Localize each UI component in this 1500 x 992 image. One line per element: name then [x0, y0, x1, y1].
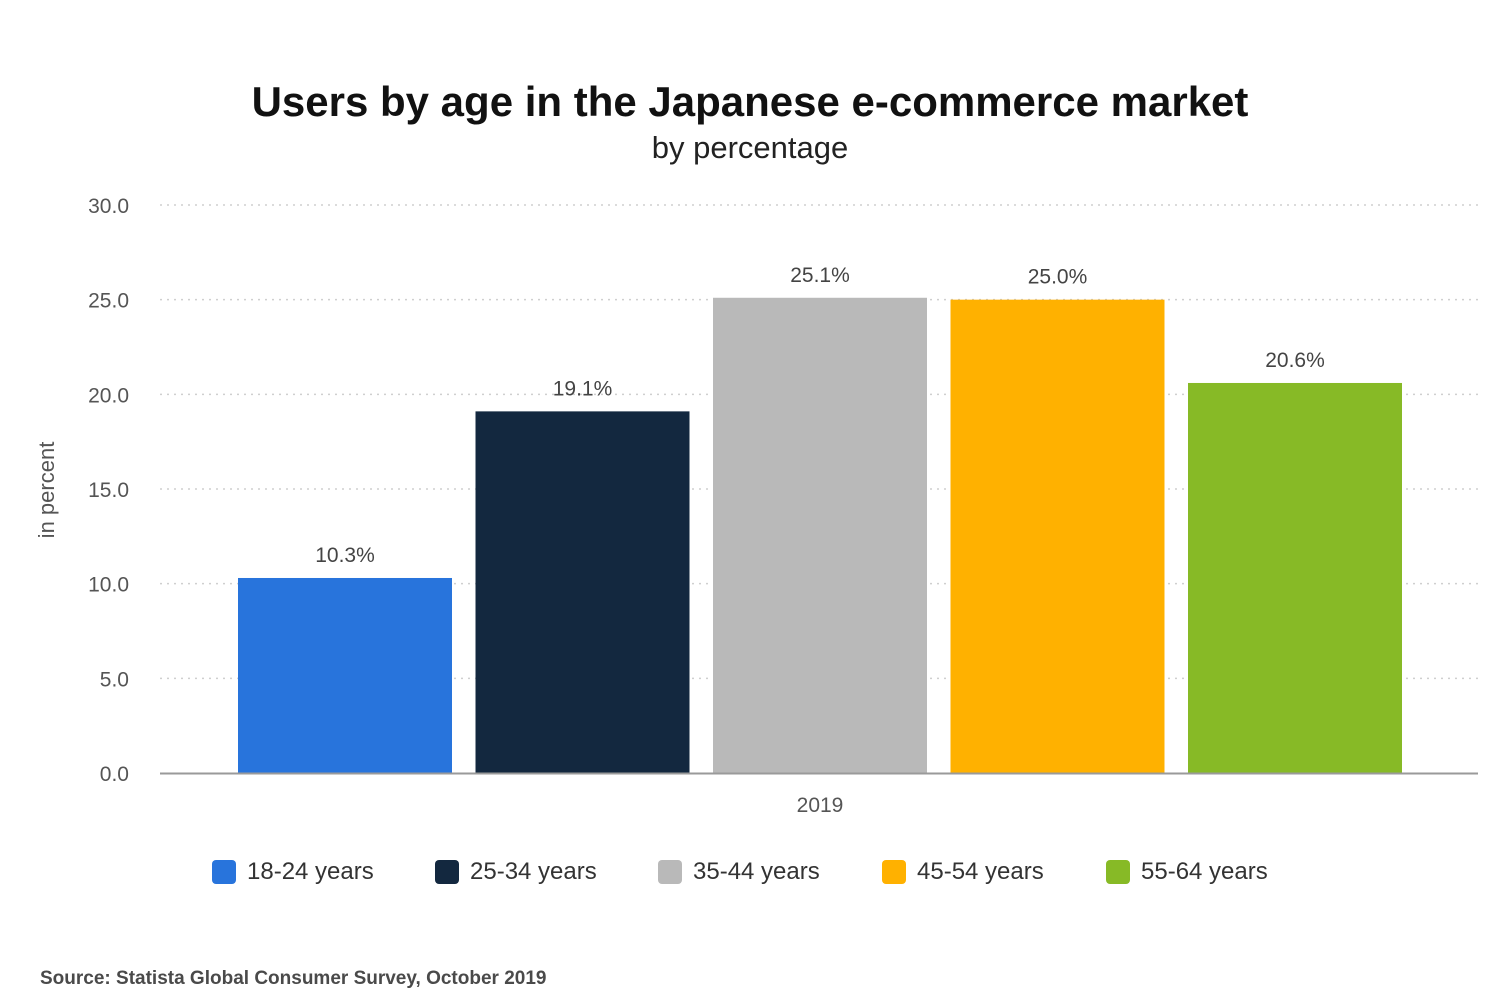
- legend-label: 18-24 years: [247, 858, 374, 885]
- bar-45-54-years: [950, 299, 1165, 773]
- legend-item: 55-64 years: [1106, 854, 1268, 890]
- y-tick-label: 0.0: [100, 763, 129, 786]
- y-tick-label: 5.0: [100, 668, 129, 691]
- bar-35-44-years: [713, 297, 927, 773]
- y-axis-label: in percent: [34, 442, 59, 539]
- legend-swatch: [658, 860, 682, 884]
- data-label: 10.3%: [315, 544, 375, 567]
- legend-item: 18-24 years: [212, 854, 374, 890]
- chart-subtitle: by percentage: [651, 130, 849, 165]
- legend-swatch: [435, 860, 459, 884]
- source-note: Source: Statista Global Consumer Survey,…: [40, 968, 547, 989]
- chart-title: Users by age in the Japanese e-commerce …: [251, 78, 1249, 125]
- legend-label: 45-54 years: [917, 858, 1044, 885]
- legend-swatch: [1106, 860, 1130, 884]
- legend-label: 55-64 years: [1141, 858, 1268, 885]
- legend-label: 35-44 years: [693, 858, 820, 885]
- bar-55-64-years: [1188, 382, 1402, 773]
- data-label: 19.1%: [553, 377, 613, 400]
- legend-item: 35-44 years: [658, 854, 820, 890]
- x-tick-label: 2019: [797, 794, 844, 817]
- legend-item: 25-34 years: [435, 854, 597, 890]
- legend-label: 25-34 years: [470, 858, 597, 885]
- legend-item: 45-54 years: [882, 854, 1044, 890]
- data-label: 25.0%: [1028, 266, 1088, 289]
- y-tick-label: 10.0: [88, 574, 129, 597]
- y-tick-label: 15.0: [88, 479, 129, 502]
- y-tick-label: 25.0: [88, 290, 129, 313]
- data-label: 20.6%: [1265, 349, 1325, 372]
- legend-swatch: [212, 860, 236, 884]
- legend-swatch: [882, 860, 906, 884]
- chart-legend: 18-24 years 25-34 years 35-44 years 45-54 y…: [0, 854, 1500, 890]
- bar-25-34-years: [475, 411, 690, 773]
- y-tick-label: 20.0: [88, 384, 129, 407]
- bar-18-24-years: [238, 577, 452, 773]
- data-label: 25.1%: [790, 264, 850, 287]
- y-tick-label: 30.0: [88, 195, 129, 218]
